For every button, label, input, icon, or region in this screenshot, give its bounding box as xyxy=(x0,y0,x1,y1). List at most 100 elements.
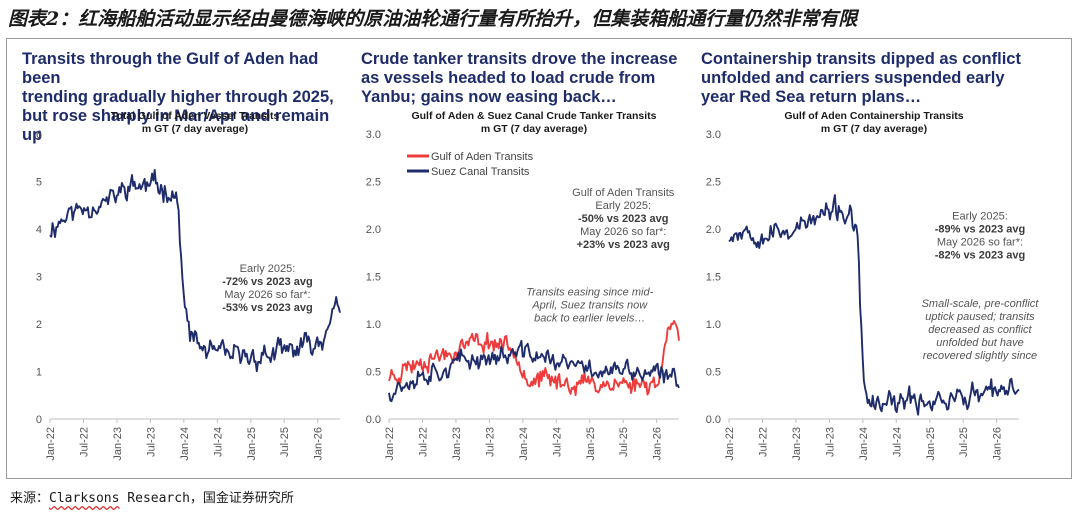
annotation-line: May 2026 so far*: xyxy=(580,226,666,238)
chart-title: Gulf of Aden Containership Transits xyxy=(784,110,963,122)
annotation-line: May 2026 so far*: xyxy=(937,237,1023,249)
y-tick-label: 2.0 xyxy=(706,224,721,236)
headline-line: Yanbu; gains now easing back… xyxy=(361,88,617,106)
y-tick-label: 6 xyxy=(36,129,42,141)
x-tick-label: Jan-23 xyxy=(791,427,803,461)
y-tick-label: 4 xyxy=(36,224,42,236)
x-tick-label: Jan-22 xyxy=(45,427,57,461)
x-tick-label: Jan-26 xyxy=(313,427,325,461)
x-tick-label: Jul-23 xyxy=(145,427,157,457)
annotation-line: -72% vs 2023 avg xyxy=(222,276,313,288)
y-tick-label: 3.0 xyxy=(366,129,381,141)
x-tick-label: Jul-23 xyxy=(484,427,496,457)
chart-title: Gulf of Aden & Suez Canal Crude Tanker T… xyxy=(411,110,656,122)
x-tick-label: Jan-22 xyxy=(384,427,396,461)
x-tick-label: Jul-24 xyxy=(551,427,563,457)
headline-line: trending gradually higher through 2025, xyxy=(22,88,334,106)
headline-line: as vessels headed to load crude from xyxy=(361,69,656,87)
x-tick-label: Jul-24 xyxy=(891,427,903,457)
annotation-line: Transits easing since mid- xyxy=(526,287,653,299)
annotation-line: unfolded but have xyxy=(936,337,1023,349)
y-tick-label: 2.5 xyxy=(706,177,721,189)
chart-title: Total Gulf of Aden Vessel Transits xyxy=(111,110,280,122)
panel-3-headline: Containership transits dipped as conflic… xyxy=(701,50,1031,107)
crude-tanker-transits-chart: Gulf of Aden & Suez Canal Crude Tanker T… xyxy=(366,110,680,461)
y-tick-label: 1.5 xyxy=(706,272,721,284)
panel-1-headline: Transits through the Gulf of Aden had be… xyxy=(22,50,352,145)
series-line xyxy=(728,194,1020,416)
annotation-line: Early 2025: xyxy=(595,200,651,212)
x-tick-label: Jan-25 xyxy=(925,427,937,461)
chart-subtitle: m GT (7 day average) xyxy=(481,123,587,135)
y-tick-label: 0.5 xyxy=(706,367,721,379)
headline-line: Transits through the Gulf of Aden had be… xyxy=(22,50,319,87)
x-tick-label: Jan-24 xyxy=(518,427,530,461)
source-line: 来源：Clarksons Research，国金证券研究所 xyxy=(10,488,294,510)
annotation-line: -50% vs 2023 avg xyxy=(578,213,669,225)
y-tick-label: 2.5 xyxy=(366,177,381,189)
y-tick-label: 0 xyxy=(36,414,42,426)
series-line xyxy=(388,339,680,403)
annotation-line: Gulf of Aden Transits xyxy=(572,187,675,199)
y-tick-label: 2.0 xyxy=(366,224,381,236)
x-tick-label: Jul-22 xyxy=(417,427,429,457)
y-tick-label: 1.5 xyxy=(366,272,381,284)
chart-subtitle: m GT (7 day average) xyxy=(821,123,927,135)
x-tick-label: Jul-22 xyxy=(78,427,90,457)
panel-2-headline: Crude tanker transits drove the increase… xyxy=(361,50,691,107)
annotation: Transits easing since mid-April, Suez tr… xyxy=(526,287,653,325)
x-tick-label: Jul-25 xyxy=(279,427,291,457)
x-tick-label: Jul-25 xyxy=(618,427,630,457)
x-tick-label: Jul-25 xyxy=(958,427,970,457)
x-tick-label: Jan-25 xyxy=(246,427,258,461)
x-tick-label: Jul-23 xyxy=(824,427,836,457)
headline-line: Containership transits dipped as conflic… xyxy=(701,50,1021,68)
annotation-line: uptick paused; transits xyxy=(925,311,1035,323)
legend-label: Suez Canal Transits xyxy=(431,166,530,178)
annotation-line: +23% vs 2023 avg xyxy=(577,239,670,251)
annotation-line: -89% vs 2023 avg xyxy=(935,224,1026,236)
headline-line: unfolded and carriers suspended early xyxy=(701,69,1005,87)
x-tick-label: Jan-25 xyxy=(585,427,597,461)
headline-line: year Red Sea return plans… xyxy=(701,88,922,106)
y-tick-label: 1 xyxy=(36,367,42,379)
annotation-line: decreased as conflict xyxy=(928,324,1032,336)
headline-line: but rose sharply in Mar/Apr and remain u… xyxy=(22,107,330,144)
y-tick-label: 3 xyxy=(36,272,42,284)
legend-label: Gulf of Aden Transits xyxy=(431,151,534,163)
series-line xyxy=(49,168,341,373)
annotation-line: -53% vs 2023 avg xyxy=(222,302,313,314)
x-tick-label: Jan-24 xyxy=(858,427,870,461)
headline-line: Crude tanker transits drove the increase xyxy=(361,50,678,68)
series-line xyxy=(388,320,680,396)
y-tick-label: 3.0 xyxy=(706,129,721,141)
chart-subtitle: m GT (7 day average) xyxy=(142,123,248,135)
annotation-line: -82% vs 2023 avg xyxy=(935,250,1026,262)
x-tick-label: Jan-26 xyxy=(992,427,1004,461)
x-tick-label: Jul-22 xyxy=(757,427,769,457)
x-tick-label: Jul-24 xyxy=(212,427,224,457)
y-tick-label: 0.0 xyxy=(706,414,721,426)
figure-title: 图表2：红海船舶活动显示经由曼德海峡的原油油轮通行量有所抬升，但集装箱船通行量仍… xyxy=(8,8,858,30)
source-brand: Clarksons xyxy=(49,491,120,506)
annotation-line: Small-scale, pre-conflict xyxy=(922,298,1040,310)
annotation-line: recovered slightly since xyxy=(923,350,1037,362)
source-rest: Research，国金证券研究所 xyxy=(119,491,294,506)
annotation-line: April, Suez transits now xyxy=(531,300,648,312)
y-tick-label: 5 xyxy=(36,177,42,189)
x-tick-label: Jan-22 xyxy=(724,427,736,461)
y-tick-label: 1.0 xyxy=(706,319,721,331)
y-tick-label: 2 xyxy=(36,319,42,331)
y-tick-label: 0.0 xyxy=(366,414,381,426)
x-tick-label: Jan-23 xyxy=(112,427,124,461)
annotation-line: Early 2025: xyxy=(240,263,296,275)
legend: Gulf of Aden Transits Suez Canal Transits xyxy=(407,151,534,178)
annotation-line: May 2026 so far*: xyxy=(224,289,310,301)
annotation-line: Early 2025: xyxy=(952,211,1008,223)
